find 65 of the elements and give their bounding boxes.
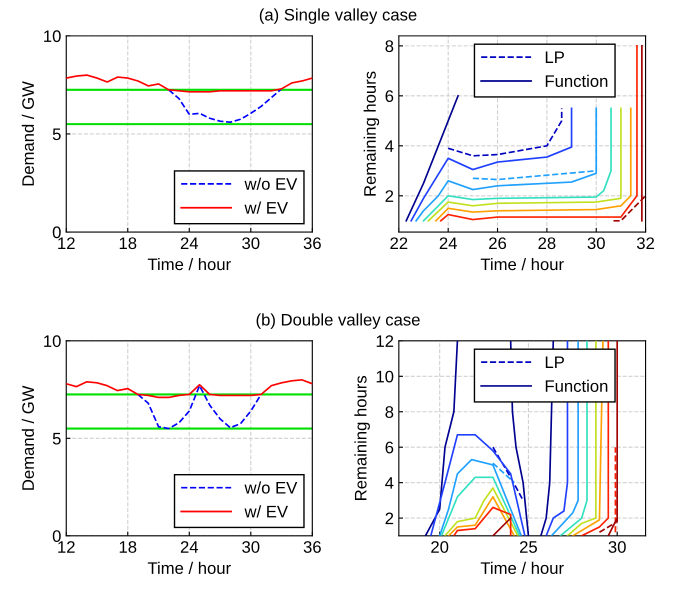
x-tick-label: 30 [242,541,260,553]
y-tick-label: 0 [52,530,61,542]
line-series [405,95,459,222]
chart-title: (b) Double valley case [256,313,420,329]
y-tick-label: 10 [376,370,394,383]
x-axis-title: Time / hour [148,258,231,270]
legend-label: w/o EV [244,481,298,494]
y-tick-label: 5 [52,128,61,140]
legend-label: w/o EV [244,178,298,190]
x-tick-label: 30 [608,541,626,553]
y-tick-label: 8 [385,406,394,418]
y-tick-label: 10 [44,30,61,42]
legend-label: Function [546,380,608,392]
legend-label: w/ EV [244,201,288,214]
chart-title: (a) Single valley case [260,8,416,24]
legend-label: Function [546,74,608,87]
y-axis-title: Demand / GW [22,81,34,186]
x-axis-title: Time / hour [480,258,564,270]
y-tick-label: 0 [52,226,61,238]
x-tick-label: 25 [520,541,537,553]
x-tick-label: 28 [538,237,556,250]
y-tick-label: 2 [386,190,394,202]
line-series [444,487,519,536]
line-series [66,379,312,398]
y-axis-title: Remaining hours [354,376,370,500]
y-tick-label: 8 [385,40,394,52]
y-tick-label: 4 [385,477,394,489]
x-tick-label: 22 [390,237,408,249]
x-axis-title: Time / hour [148,562,231,574]
y-axis-title: Remaining hours [364,72,380,196]
line-series [448,496,516,536]
y-tick-label: 4 [385,140,394,152]
line-series [453,506,512,536]
line-series [410,108,572,222]
legend-label: LP [546,356,564,368]
line-series [447,108,563,157]
x-axis-title: Time / hour [480,562,564,574]
line-series [168,88,282,124]
x-tick-label: 24 [180,541,198,553]
line-series [438,458,522,536]
y-tick-label: 6 [386,90,394,102]
y-tick-label: 5 [52,432,61,445]
y-axis-title: Demand / GW [22,386,34,490]
y-tick-label: 2 [386,512,394,524]
line-series [137,384,262,430]
x-tick-label: 18 [120,237,136,250]
x-tick-label: 36 [304,237,321,250]
x-tick-label: 30 [242,237,260,250]
x-tick-label: 24 [440,237,457,249]
x-tick-label: 20 [431,541,448,553]
line-series [440,45,638,222]
legend-label: LP [546,51,564,63]
line-series [66,74,312,93]
y-tick-label: 12 [376,335,394,347]
y-tick-label: 6 [386,442,394,454]
y-tick-label: 10 [44,335,61,348]
line-series [430,434,526,536]
x-tick-label: 26 [489,237,506,250]
x-tick-label: 30 [588,237,605,250]
x-tick-label: 24 [180,237,198,249]
legend-label: w/ EV [244,505,288,518]
x-tick-label: 18 [120,541,136,553]
line-series [424,340,458,536]
x-tick-label: 32 [636,237,654,250]
x-tick-label: 36 [304,541,321,553]
